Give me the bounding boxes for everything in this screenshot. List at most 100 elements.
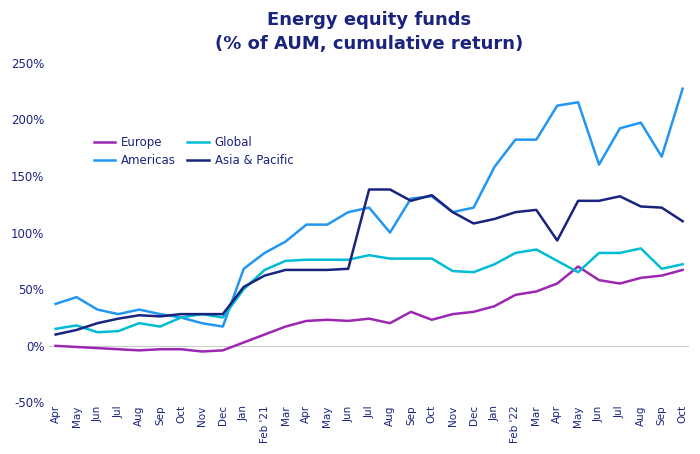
Global	[407, 256, 415, 262]
Europe	[428, 317, 436, 322]
Europe	[177, 346, 186, 352]
Europe	[197, 349, 206, 354]
Asia & Pacific	[156, 314, 164, 319]
Global	[281, 258, 290, 264]
Americas	[177, 315, 186, 320]
Europe	[51, 343, 60, 349]
Europe	[281, 324, 290, 329]
Europe	[302, 318, 311, 324]
Europe	[616, 281, 624, 286]
Europe	[657, 273, 666, 278]
Europe	[532, 289, 540, 294]
Asia & Pacific	[449, 209, 457, 215]
Europe	[574, 264, 582, 269]
Asia & Pacific	[490, 216, 498, 222]
Europe	[114, 346, 122, 352]
Americas	[428, 193, 436, 199]
Americas	[114, 311, 122, 317]
Asia & Pacific	[114, 316, 122, 321]
Americas	[386, 230, 394, 235]
Global	[595, 250, 603, 256]
Asia & Pacific	[678, 218, 687, 224]
Global	[197, 311, 206, 317]
Global	[386, 256, 394, 262]
Asia & Pacific	[281, 267, 290, 273]
Global	[449, 268, 457, 274]
Europe	[407, 309, 415, 315]
Global	[616, 250, 624, 256]
Global	[51, 326, 60, 331]
Americas	[197, 321, 206, 326]
Asia & Pacific	[470, 221, 478, 226]
Asia & Pacific	[365, 187, 373, 192]
Asia & Pacific	[323, 267, 332, 273]
Europe	[344, 318, 352, 324]
Americas	[470, 205, 478, 210]
Asia & Pacific	[260, 273, 269, 278]
Asia & Pacific	[344, 266, 352, 271]
Asia & Pacific	[302, 267, 311, 273]
Americas	[490, 164, 498, 169]
Europe	[72, 344, 80, 350]
Europe	[595, 277, 603, 283]
Americas	[260, 250, 269, 256]
Asia & Pacific	[239, 284, 248, 290]
Europe	[93, 345, 102, 351]
Global	[428, 256, 436, 262]
Americas	[511, 137, 519, 143]
Global	[93, 330, 102, 335]
Europe	[449, 311, 457, 317]
Asia & Pacific	[657, 205, 666, 210]
Asia & Pacific	[407, 198, 415, 203]
Americas	[72, 294, 80, 300]
Europe	[260, 332, 269, 337]
Global	[532, 247, 540, 252]
Global	[490, 262, 498, 267]
Global	[574, 270, 582, 275]
Americas	[135, 307, 143, 312]
Europe	[365, 316, 373, 321]
Americas	[574, 99, 582, 105]
Global	[657, 266, 666, 271]
Europe	[156, 346, 164, 352]
Americas	[281, 239, 290, 244]
Europe	[636, 275, 645, 281]
Americas	[657, 154, 666, 159]
Global	[678, 262, 687, 267]
Asia & Pacific	[428, 192, 436, 198]
Global	[239, 286, 248, 292]
Asia & Pacific	[218, 311, 227, 317]
Europe	[386, 321, 394, 326]
Global	[636, 246, 645, 251]
Global	[323, 257, 332, 262]
Asia & Pacific	[51, 332, 60, 337]
Europe	[218, 348, 227, 353]
Global	[511, 250, 519, 256]
Global	[135, 321, 143, 326]
Global	[218, 315, 227, 320]
Europe	[135, 348, 143, 353]
Asia & Pacific	[511, 209, 519, 215]
Europe	[511, 292, 519, 297]
Americas	[678, 86, 687, 91]
Global	[114, 328, 122, 334]
Asia & Pacific	[636, 204, 645, 209]
Asia & Pacific	[532, 207, 540, 212]
Americas	[344, 209, 352, 215]
Americas	[156, 311, 164, 317]
Asia & Pacific	[135, 312, 143, 318]
Americas	[218, 324, 227, 329]
Americas	[239, 266, 248, 271]
Americas	[302, 222, 311, 227]
Global	[470, 270, 478, 275]
Line: Europe: Europe	[55, 266, 682, 351]
Global	[177, 315, 186, 320]
Europe	[470, 309, 478, 315]
Legend: Europe, Americas, Global, Asia & Pacific: Europe, Americas, Global, Asia & Pacific	[94, 137, 293, 167]
Americas	[323, 222, 332, 227]
Line: Global: Global	[55, 248, 682, 332]
Americas	[51, 301, 60, 306]
Americas	[636, 120, 645, 125]
Asia & Pacific	[595, 198, 603, 203]
Line: Americas: Americas	[55, 89, 682, 326]
